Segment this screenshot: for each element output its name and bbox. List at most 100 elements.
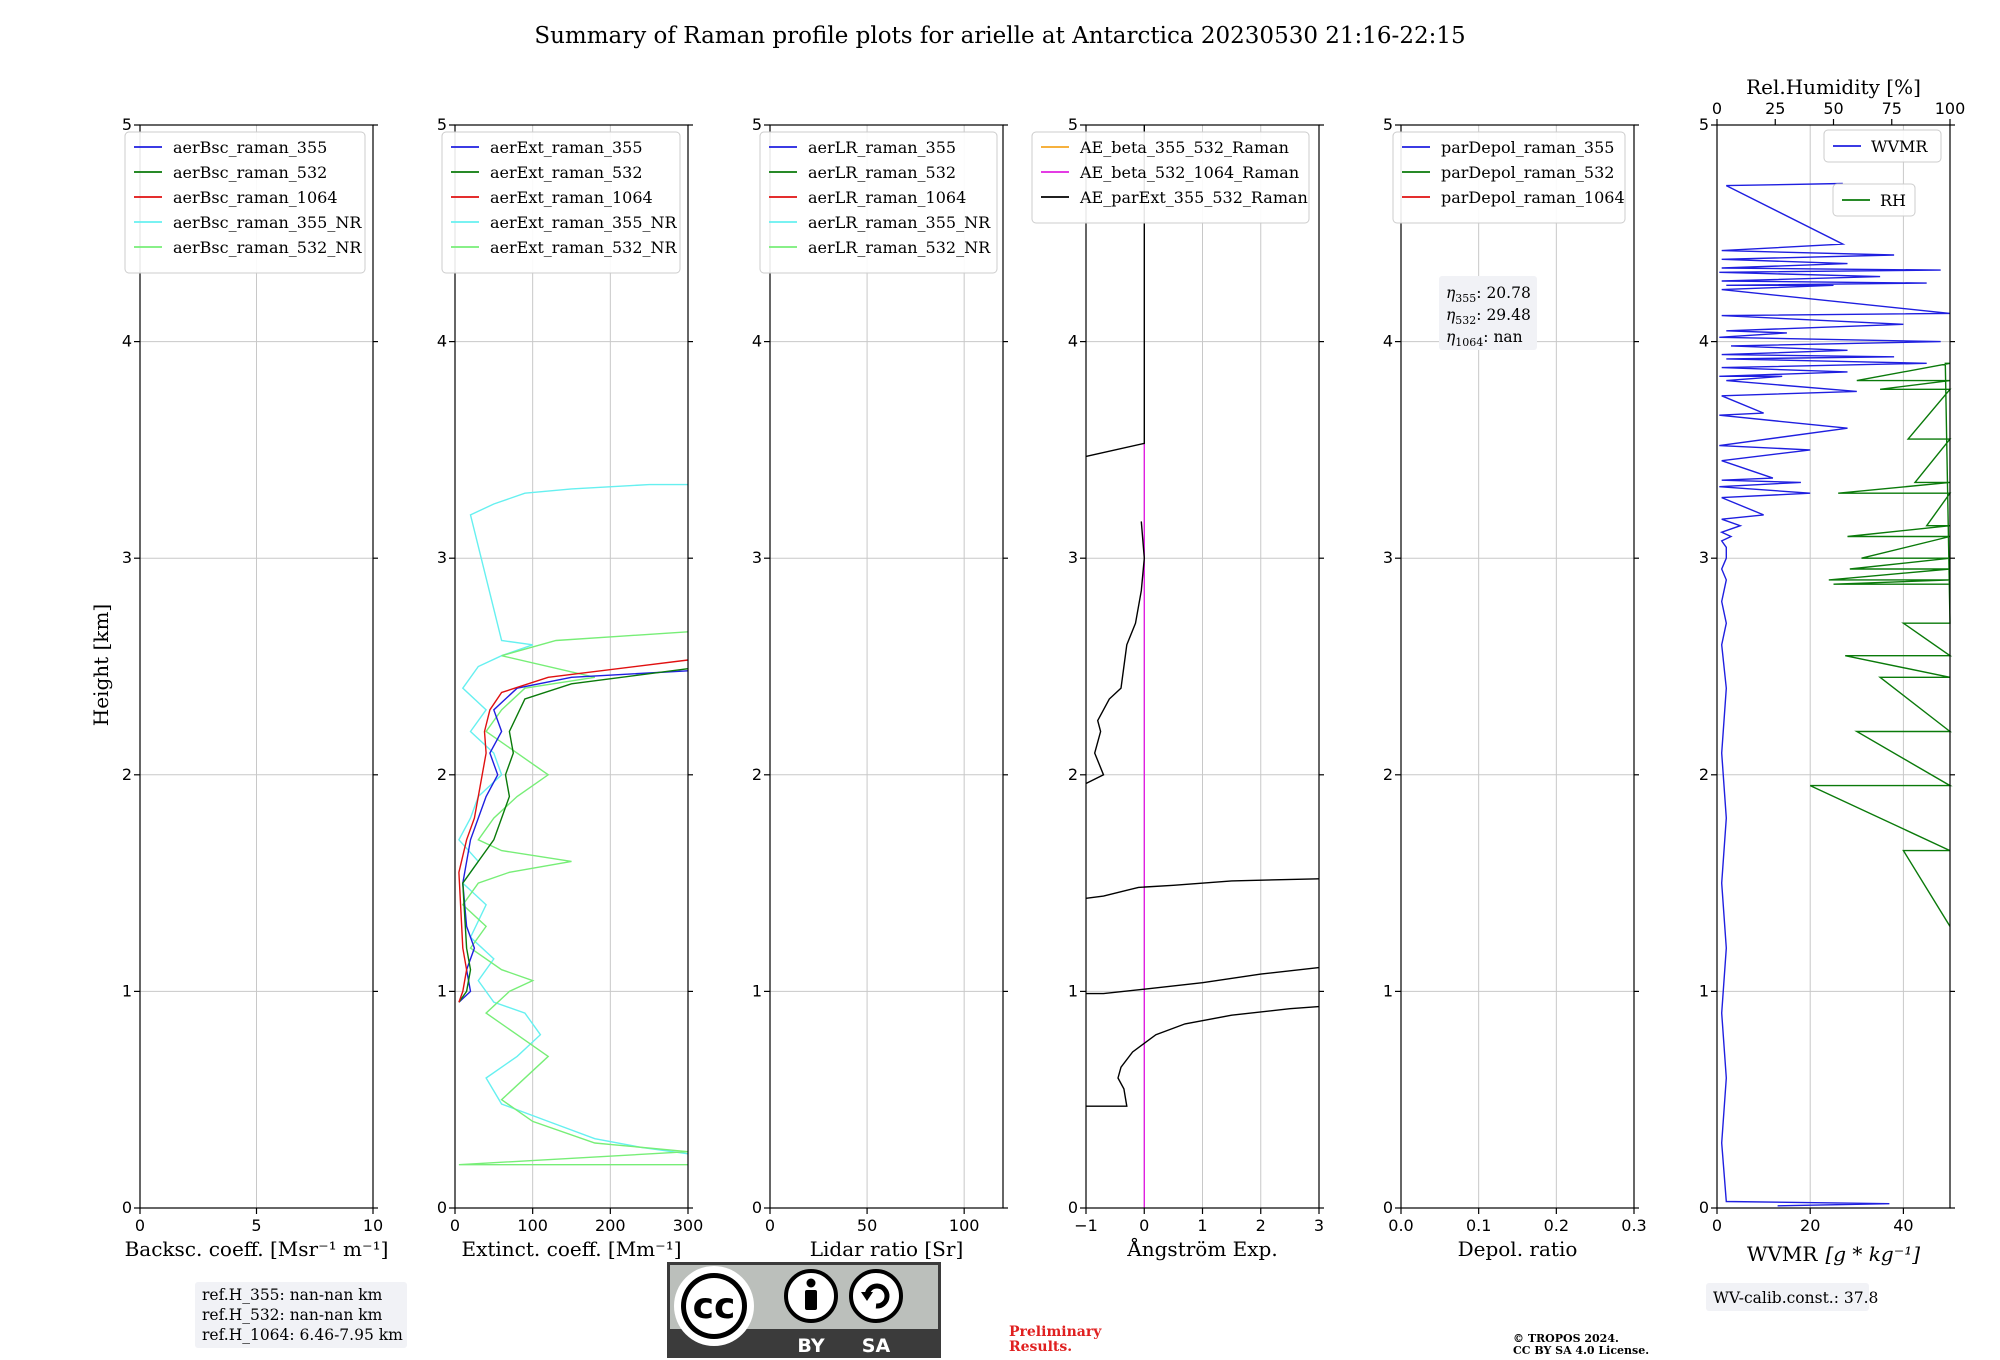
sa-share-alike-icon xyxy=(849,1269,903,1323)
y-axis-label: Height [km] xyxy=(89,604,113,726)
legend-label: aerExt_raman_1064 xyxy=(490,188,653,207)
legend-label: parDepol_raman_532 xyxy=(1441,163,1614,182)
y-tick-label: 2 xyxy=(1699,765,1709,784)
refh-1064: ref.H_1064: 6.46-7.95 km xyxy=(202,1326,403,1344)
annotation-subscript: 532 xyxy=(1455,314,1476,327)
cc-sa-label: SA xyxy=(862,1335,891,1357)
wv-calib-const: WV-calib.const.: 37.8 xyxy=(1713,1289,1878,1307)
x-tick-label: 5 xyxy=(251,1216,261,1235)
legend: aerLR_raman_355 aerLR_raman_532 aerLR_rama… xyxy=(759,131,998,274)
copyright-line-1: © TROPOS 2024. xyxy=(1513,1332,1619,1345)
series-line-aerext-raman-532 xyxy=(458,668,689,1003)
legend-label: aerExt_raman_532 xyxy=(490,163,643,182)
legend: AE_beta_355_532_Raman AE_beta_532_1064_Ra… xyxy=(1031,131,1310,224)
cc-circle-inner-icon xyxy=(686,1278,742,1334)
legend-box xyxy=(124,131,366,274)
series-line-ae-parext-355-532-raman-1- xyxy=(1086,1005,1320,1107)
annotation-symbol: η xyxy=(1446,328,1456,346)
x-tick-label: 40 xyxy=(1893,1216,1913,1235)
plot-frame xyxy=(454,124,689,1209)
legend-label: AE_beta_355_532_Raman xyxy=(1079,138,1289,157)
y-tick-label: 2 xyxy=(752,765,762,784)
copyright-line-2: CC BY SA 4.0 License. xyxy=(1513,1344,1649,1357)
series-line-ae-parext-355-532-raman-2- xyxy=(1086,966,1320,995)
x-tick-label: 0 xyxy=(135,1216,145,1235)
legend-label: aerExt_raman_355 xyxy=(490,138,643,157)
y-tick-label: 1 xyxy=(437,981,447,1000)
annotation-symbol: η xyxy=(1446,306,1456,324)
x-tick-label: 0.3 xyxy=(1621,1216,1646,1235)
x-tick-label: 0 xyxy=(450,1216,460,1235)
panel-lr: 0 50 100 0 1 2 3 4 5 Lidar ratio [Sr] aerLR_raman_… xyxy=(752,115,1008,1261)
preliminary-label: Preliminary xyxy=(1009,1324,1102,1340)
annotation-box xyxy=(1439,276,1537,350)
y-tick-label: 2 xyxy=(1383,765,1393,784)
legend-box xyxy=(759,131,998,274)
legend: aerExt_raman_355 aerExt_raman_532 aerExt_r… xyxy=(441,131,681,274)
y-tick-label: 2 xyxy=(1068,765,1078,784)
y-tick-label: 0 xyxy=(437,1198,447,1217)
y-tick-label: 3 xyxy=(752,548,762,567)
y-tick-label: 1 xyxy=(1699,981,1709,1000)
annotation-subscript: 355 xyxy=(1455,292,1476,305)
x-tick-label: 50 xyxy=(857,1216,877,1235)
y-tick-label: 3 xyxy=(122,548,132,567)
y-tick-label: 1 xyxy=(1383,981,1393,1000)
y-tick-label: 0 xyxy=(1383,1198,1393,1217)
y-tick-label: 5 xyxy=(1068,115,1078,134)
y-tick-label: 4 xyxy=(437,332,447,351)
y-tick-label: 2 xyxy=(122,765,132,784)
y-tick-label: 0 xyxy=(1068,1198,1078,1217)
legend-label: AE_parExt_355_532_Raman xyxy=(1079,188,1308,207)
y-tick-label: 0 xyxy=(1699,1198,1709,1217)
x-axis-label: Lidar ratio [Sr] xyxy=(810,1237,964,1261)
y-tick-label: 3 xyxy=(1383,548,1393,567)
x-tick-label: 3 xyxy=(1314,1216,1324,1235)
refh-355: ref.H_355: nan-nan km xyxy=(202,1286,383,1304)
x-tick-label: 0.2 xyxy=(1544,1216,1569,1235)
annotation-line: η532: 29.48 xyxy=(1446,306,1531,327)
legend-label: aerLR_raman_532 xyxy=(808,163,956,182)
wv-calib-box xyxy=(1706,1283,1869,1311)
by-person-body-icon xyxy=(805,1290,817,1310)
legend-box xyxy=(1031,131,1310,224)
annotation-subscript: 1064 xyxy=(1455,336,1483,349)
series-line-ae-parext-355-532-raman-4- xyxy=(1085,521,1146,785)
series-line-aerext-raman-532-nr xyxy=(458,631,689,1166)
legend-label: aerLR_raman_355 xyxy=(808,138,956,157)
y-tick-label: 3 xyxy=(1699,548,1709,567)
x-tick-label: 0.1 xyxy=(1466,1216,1491,1235)
x-axis-label: Backsc. coeff. [Msr⁻¹ m⁻¹] xyxy=(125,1237,389,1261)
legend-label: AE_beta_532_1064_Raman xyxy=(1079,163,1299,182)
x-tick-label: 10 xyxy=(363,1216,383,1235)
legend-label: aerLR_raman_1064 xyxy=(808,188,966,207)
cc-license-logo: cc BY SA xyxy=(667,1262,941,1358)
legend-label: parDepol_raman_1064 xyxy=(1441,188,1625,207)
x-axis-label: Depol. ratio xyxy=(1458,1237,1578,1261)
y-tick-label: 4 xyxy=(122,332,132,351)
x-tick-label: 2 xyxy=(1256,1216,1266,1235)
y-tick-label: 0 xyxy=(752,1198,762,1217)
annotation-symbol: η xyxy=(1446,284,1456,302)
legend-label: aerBsc_raman_355 xyxy=(173,138,327,157)
preliminary-results-label: Results. xyxy=(1009,1339,1072,1355)
legend: parDepol_raman_355 parDepol_raman_532 parD… xyxy=(1392,131,1626,224)
legend-box xyxy=(441,131,681,274)
legend: WVMR RH xyxy=(1823,129,1942,217)
x-axis-label: Ångström Exp. xyxy=(1126,1236,1277,1261)
series-line-aerext-raman-355-nr xyxy=(458,483,689,1155)
refh-box: ref.H_355: nan-nan km ref.H_532: nan-nan… xyxy=(195,1282,407,1348)
y-tick-label: 5 xyxy=(1383,115,1393,134)
y-tick-label: 2 xyxy=(437,765,447,784)
x-tick-label: 100 xyxy=(949,1216,980,1235)
sa-arrow-icon xyxy=(864,1283,890,1309)
x-tick-label: −1 xyxy=(1074,1216,1098,1235)
annotation-line: η1064: nan xyxy=(1446,328,1523,349)
y-tick-label: 0 xyxy=(122,1198,132,1217)
top-tick-label: 100 xyxy=(1935,99,1966,118)
annotation-value: : 29.48 xyxy=(1476,306,1531,324)
plot-frame xyxy=(1400,124,1635,1209)
